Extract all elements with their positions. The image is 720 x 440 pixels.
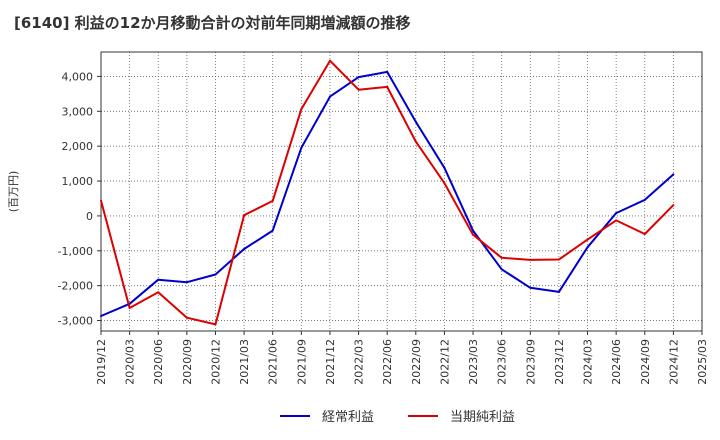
data-point bbox=[386, 70, 389, 73]
data-point bbox=[586, 238, 589, 241]
data-point bbox=[157, 291, 160, 294]
x-tick-label: 2024/06 bbox=[610, 339, 623, 385]
legend-label-2: 当期純利益 bbox=[450, 410, 515, 425]
data-point bbox=[185, 281, 188, 284]
data-point bbox=[414, 140, 417, 143]
chart-title: [6140] 利益の12か月移動合計の対前年同期増減額の推移 bbox=[14, 14, 411, 32]
data-point bbox=[643, 233, 646, 236]
data-point bbox=[357, 88, 360, 91]
data-point bbox=[500, 268, 503, 271]
x-tick-label: 2020/06 bbox=[152, 339, 165, 385]
data-point bbox=[586, 246, 589, 249]
plot-area bbox=[100, 51, 703, 332]
data-point bbox=[214, 323, 217, 326]
data-point bbox=[357, 76, 360, 79]
x-tick-label: 2020/09 bbox=[181, 339, 194, 385]
data-point bbox=[386, 85, 389, 88]
data-point bbox=[472, 233, 475, 236]
y-tick-label: 4,000 bbox=[62, 70, 94, 83]
data-point bbox=[557, 258, 560, 261]
y-tick-label: 0 bbox=[86, 210, 93, 223]
x-tick-label: 2021/03 bbox=[238, 339, 251, 385]
data-point bbox=[500, 256, 503, 259]
x-tick-label: 2022/12 bbox=[438, 339, 451, 385]
x-tick-label: 2023/12 bbox=[553, 339, 566, 385]
data-point bbox=[300, 108, 303, 111]
data-point bbox=[328, 95, 331, 98]
y-tick-label: -2,000 bbox=[58, 280, 93, 293]
data-point bbox=[100, 315, 102, 318]
x-tick-label: 2019/12 bbox=[95, 339, 108, 385]
data-point bbox=[271, 229, 274, 232]
x-tick-label: 2021/12 bbox=[324, 339, 337, 385]
data-point bbox=[529, 286, 532, 289]
data-point bbox=[672, 173, 675, 176]
x-tick-label: 2023/09 bbox=[524, 339, 537, 385]
data-point bbox=[615, 212, 618, 215]
x-tick-label: 2024/03 bbox=[582, 339, 595, 385]
grid bbox=[101, 52, 702, 331]
y-tick-label: 3,000 bbox=[62, 105, 94, 118]
data-point bbox=[414, 120, 417, 123]
data-point bbox=[214, 273, 217, 276]
legend: 経常利益 当期純利益 bbox=[280, 410, 515, 425]
x-tick-label: 2024/12 bbox=[667, 339, 680, 385]
x-tick-label: 2023/06 bbox=[496, 339, 509, 385]
x-tick-label: 2021/09 bbox=[295, 339, 308, 385]
y-axis: -3,000 -2,000 -1,000 0 1,000 2,000 3,000 4,000 bbox=[58, 70, 101, 328]
data-point bbox=[300, 146, 303, 149]
y-tick-label: -3,000 bbox=[58, 315, 93, 328]
x-axis: 2019/12 2020/03 2020/06 2020/09 2020/12 2021/… bbox=[95, 331, 709, 385]
data-point bbox=[128, 306, 131, 309]
data-point bbox=[557, 290, 560, 293]
data-point bbox=[615, 219, 618, 222]
x-tick-label: 2024/09 bbox=[639, 339, 652, 385]
data-point bbox=[328, 59, 331, 62]
x-tick-label: 2020/12 bbox=[209, 339, 222, 385]
data-point bbox=[643, 198, 646, 201]
x-tick-label: 2025/03 bbox=[696, 339, 709, 385]
data-point bbox=[472, 229, 475, 232]
data-point bbox=[243, 214, 246, 217]
x-tick-label: 2022/09 bbox=[410, 339, 423, 385]
data-point bbox=[529, 258, 532, 261]
data-point bbox=[443, 182, 446, 185]
data-point bbox=[100, 199, 102, 202]
data-point bbox=[443, 166, 446, 169]
x-tick-label: 2021/06 bbox=[267, 339, 280, 385]
y-tick-label: 2,000 bbox=[62, 140, 94, 153]
y-tick-label: -1,000 bbox=[58, 245, 93, 258]
x-tick-label: 2023/03 bbox=[467, 339, 480, 385]
data-point bbox=[185, 316, 188, 319]
x-tick-label: 2022/03 bbox=[353, 339, 366, 385]
data-point bbox=[271, 199, 274, 202]
data-point bbox=[672, 204, 675, 207]
x-tick-label: 2022/06 bbox=[381, 339, 394, 385]
series-lines bbox=[100, 59, 675, 326]
data-point bbox=[243, 248, 246, 251]
legend-label-1: 経常利益 bbox=[322, 410, 374, 425]
data-point bbox=[157, 278, 160, 281]
y-tick-label: 1,000 bbox=[62, 175, 94, 188]
x-tick-label: 2020/03 bbox=[124, 339, 137, 385]
y-axis-label: (百万円) bbox=[7, 171, 20, 213]
